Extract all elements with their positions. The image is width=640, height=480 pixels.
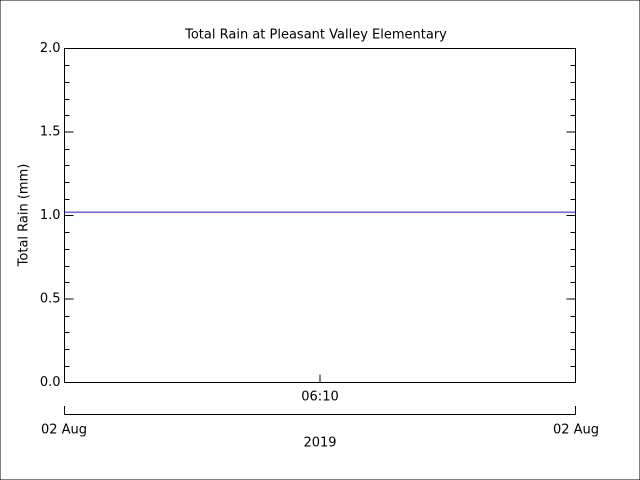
x-tick-label: 06:10 xyxy=(301,390,338,405)
y-tick-label: 1.0 xyxy=(40,208,61,223)
x-date-label: 02 Aug xyxy=(553,423,599,438)
y-axis-label: Total Rain (mm) xyxy=(17,164,32,268)
y-tick-label: 0.5 xyxy=(40,292,61,307)
y-tick-label: 2.0 xyxy=(40,41,61,56)
x-date-label: 02 Aug xyxy=(41,423,87,438)
y-tick-label: 0.0 xyxy=(40,375,61,390)
chart-title: Total Rain at Pleasant Valley Elementary xyxy=(184,28,447,43)
x-year-label: 2019 xyxy=(303,436,336,451)
y-tick-label: 1.5 xyxy=(40,125,61,140)
